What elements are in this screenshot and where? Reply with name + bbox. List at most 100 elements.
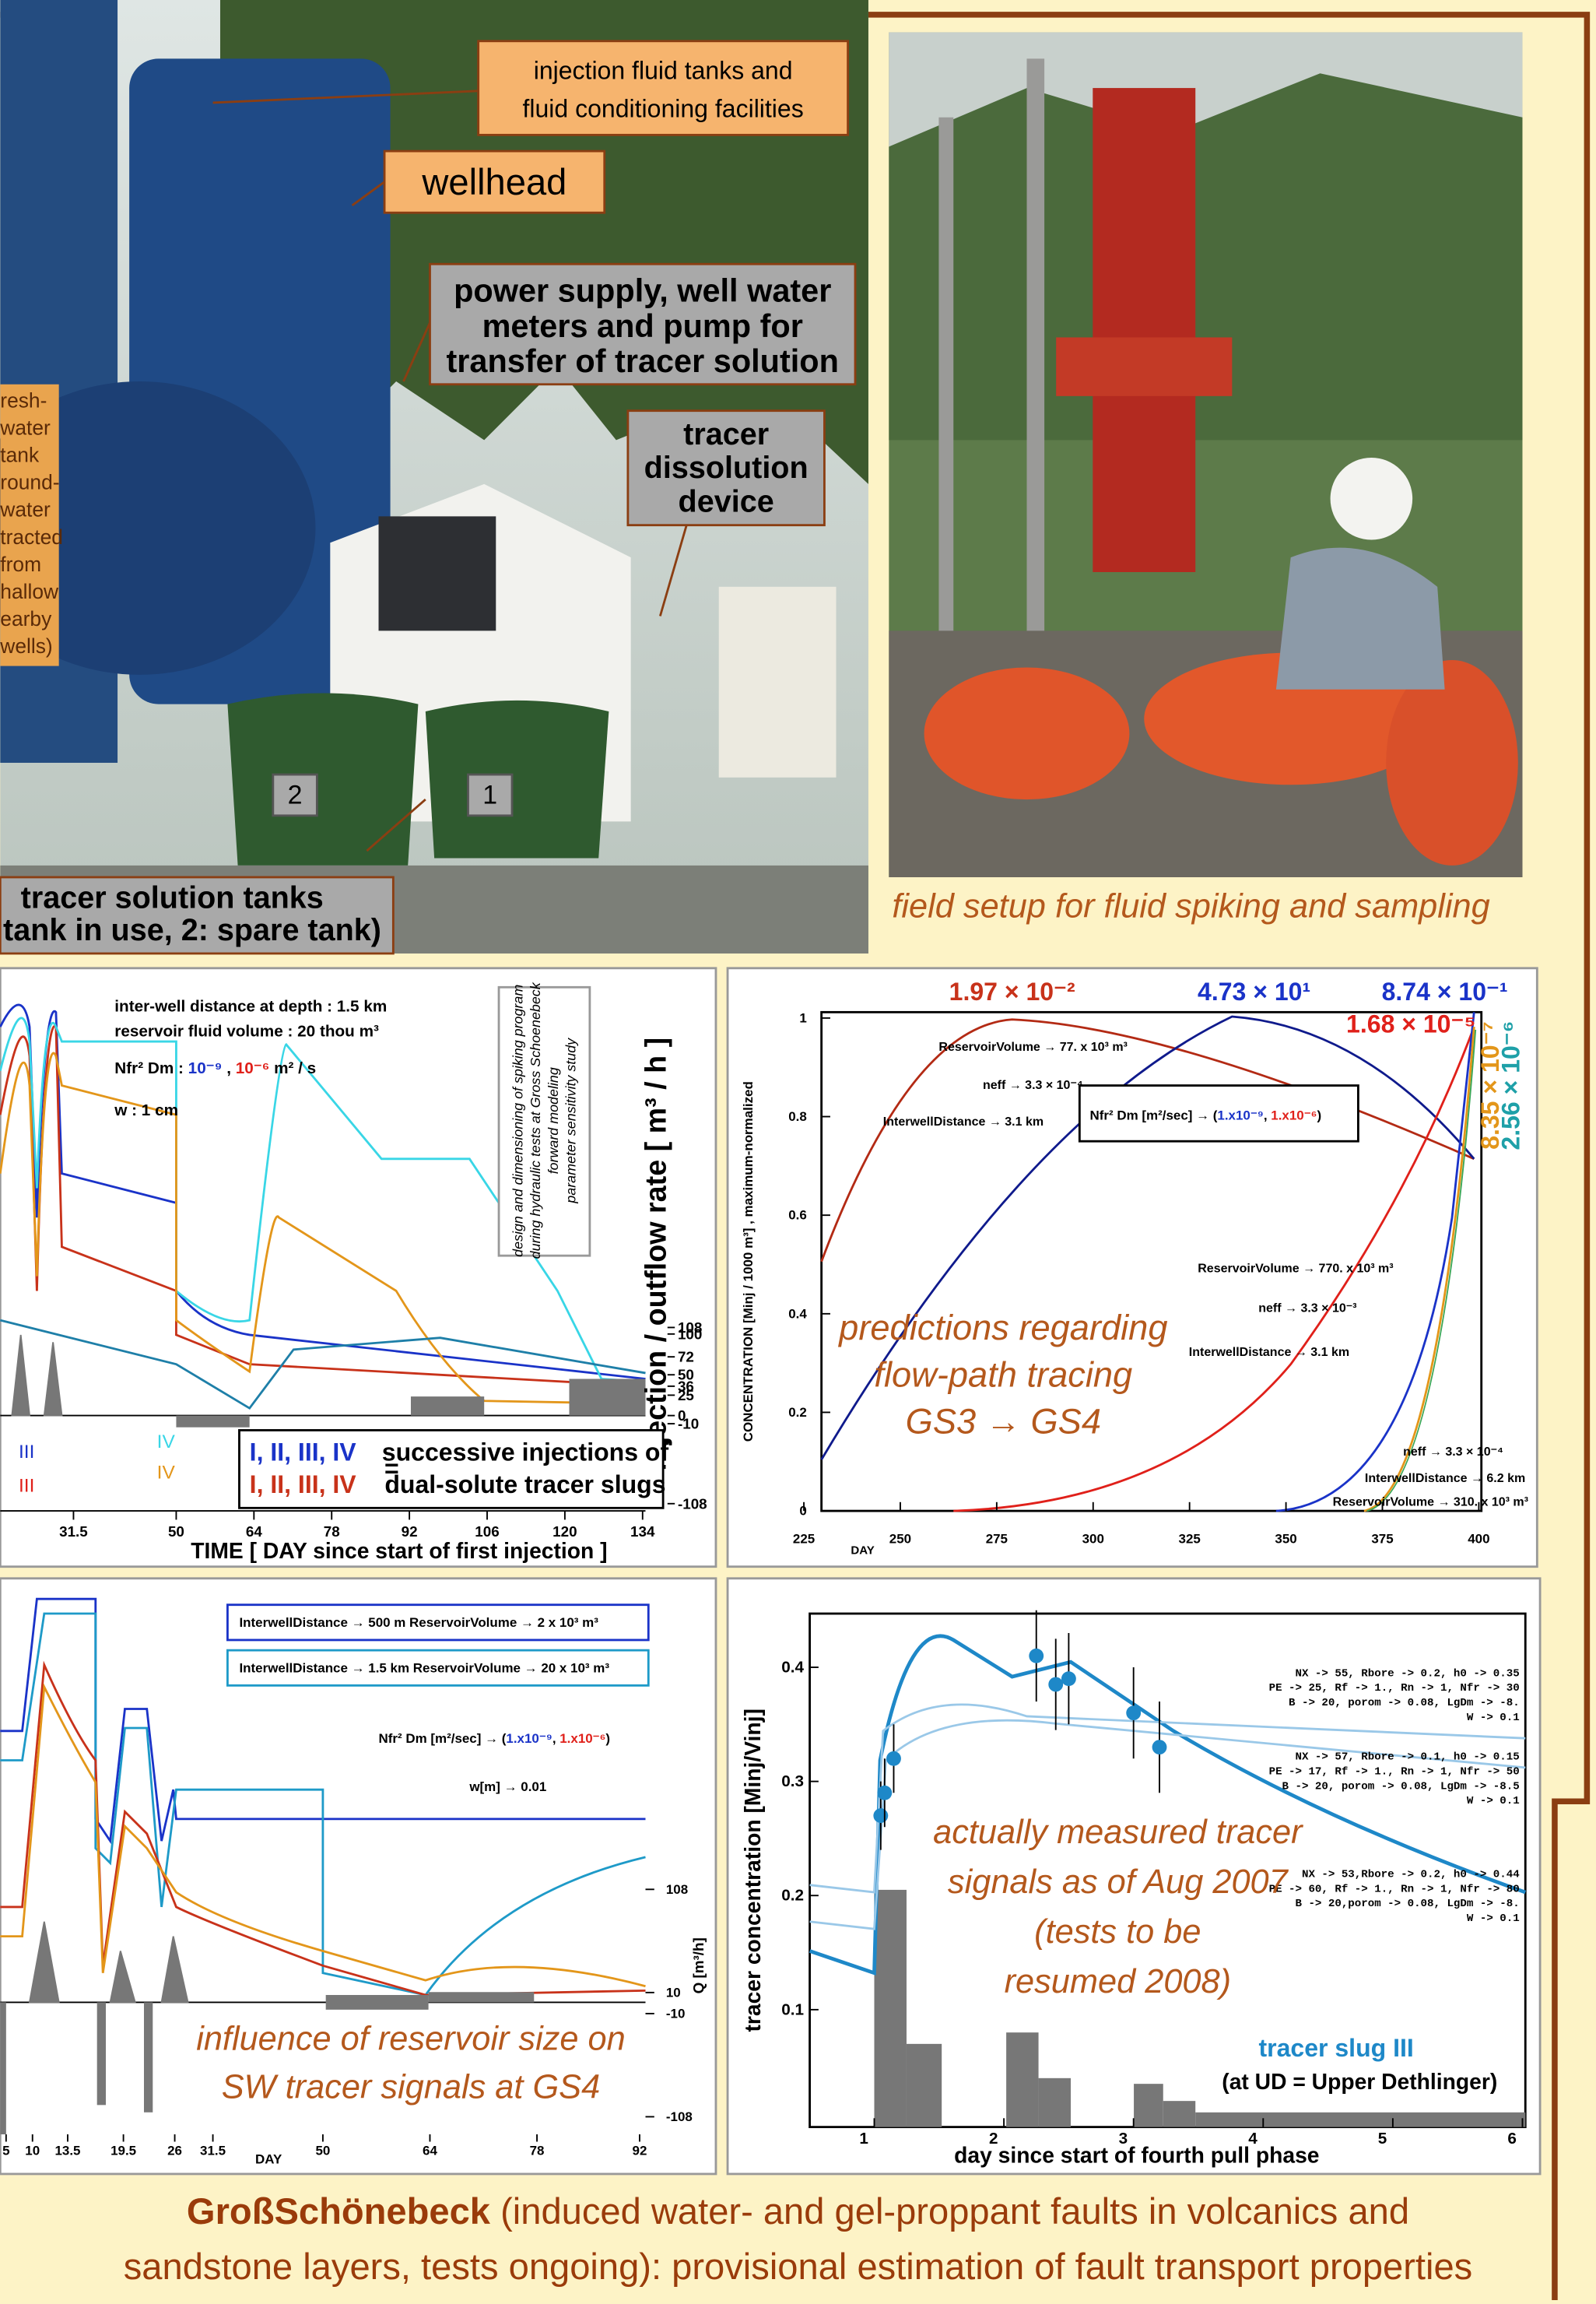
- photo-label: power supply, well water: [454, 272, 831, 309]
- tick-label: 0.3: [781, 1772, 804, 1790]
- footer-text: (induced water- and gel-proppant faults …: [490, 2190, 1409, 2232]
- injection-bar: [97, 2002, 106, 2105]
- photo-label: water: [0, 416, 51, 440]
- diffusion-part: 10⁻⁹: [188, 1059, 223, 1076]
- annotation: ReservoirVolume → 310. x 10³ m³: [1333, 1495, 1528, 1508]
- tick-label: 1: [799, 1010, 806, 1025]
- injection-bar: [176, 1416, 249, 1428]
- tick-label: 26: [167, 2143, 182, 2158]
- tick-label: 0.4: [781, 1658, 804, 1676]
- tick-label: 25: [678, 1387, 694, 1403]
- photo-label: tank: [0, 444, 40, 467]
- data-point: [1061, 1671, 1076, 1686]
- param-text: PE -> 60, Rf -> 1., Rn -> 1, Nfr -> 80: [1269, 1883, 1520, 1895]
- note-line: during hydraulic tests at Gross Schoeneb…: [528, 982, 543, 1259]
- note-line: parameter sensitivity study: [563, 1038, 578, 1204]
- injection-bar: [411, 1396, 484, 1415]
- tick-label: -108: [678, 1495, 707, 1512]
- tick-label: 64: [423, 2143, 437, 2158]
- tick-label: 6: [1507, 2130, 1517, 2148]
- tick-label: 72: [678, 1349, 694, 1365]
- annotation: neff → 3.3 × 10⁻³: [1258, 1302, 1356, 1315]
- footer-title: GroßSchönebeck: [187, 2190, 491, 2232]
- legend-text: InterwellDistance → 1.5 km ReservoirVolu…: [239, 1660, 609, 1675]
- tick-label: 1: [859, 2130, 868, 2148]
- formula-part: ): [605, 1731, 610, 1746]
- photo-label: tank in use, 2: spare tank): [3, 913, 381, 947]
- formula-part: Nfr² Dm [m²/sec] → (: [1090, 1108, 1218, 1122]
- tick-label: 0.6: [788, 1208, 807, 1223]
- axis-label: DAY: [851, 1544, 874, 1557]
- curve-label: 1.97 × 10⁻²: [949, 978, 1075, 1006]
- annotation: neff → 3.3 × 10⁻⁴: [983, 1079, 1083, 1092]
- tank-number: 2: [288, 780, 303, 810]
- injection-bar: [429, 1992, 535, 2002]
- annotation: neff → 3.3 × 10⁻⁴: [1403, 1445, 1503, 1459]
- tick-label: 92: [402, 1523, 418, 1540]
- photo-label: injection fluid tanks and: [534, 56, 793, 84]
- annotation: InterwellDistance → 3.1 km: [883, 1115, 1044, 1129]
- data-point: [873, 1808, 888, 1823]
- injection-bar: [570, 1379, 646, 1415]
- photo-label: meters and pump for: [482, 307, 803, 344]
- photo-label: dissolution: [644, 451, 809, 485]
- overlay-text: actually measured tracer: [933, 1814, 1303, 1851]
- tick-label: 400: [1468, 1531, 1489, 1546]
- photo-label: wellhead: [421, 161, 566, 202]
- tick-label: 325: [1179, 1531, 1201, 1546]
- tick-label: 350: [1275, 1531, 1296, 1546]
- tick-label: 64: [246, 1523, 262, 1540]
- annotation: ReservoirVolume → 770. x 10³ m³: [1198, 1263, 1393, 1276]
- photo-label: hallow: [0, 580, 59, 603]
- param-text: PE -> 17, Rf -> 1., Rn -> 1, Nfr -> 50: [1269, 1766, 1520, 1779]
- photo-label: from: [0, 553, 41, 576]
- formula-part: ): [1317, 1108, 1321, 1122]
- injection-bar: [144, 2002, 153, 2112]
- param-text: B -> 20, porom -> 0.08, LgDm -> -8.5: [1282, 1780, 1520, 1793]
- photo-label: resh-: [0, 388, 47, 412]
- overlay-text: (tests to be: [1034, 1913, 1201, 1951]
- injection-bar: [0, 2002, 6, 2134]
- overlay-text: signals as of Aug 2007: [948, 1863, 1289, 1901]
- legend-text: successive injections of: [382, 1438, 669, 1466]
- overlay-text: predictions regarding: [837, 1308, 1167, 1347]
- curve-label: 1.68 × 10⁻⁵: [1346, 1010, 1475, 1038]
- tick-label: 106: [475, 1523, 499, 1540]
- formula: Nfr² Dm [m²/sec] → (1.x10⁻⁹, 1.x10⁻⁶): [1090, 1108, 1322, 1122]
- legend-numerals: I, II, III, IV: [250, 1470, 357, 1498]
- formula-part: Nfr² Dm [m²/sec] → (: [379, 1731, 507, 1746]
- overlay-text: influence of reservoir size on: [196, 2021, 626, 2058]
- tracer-slug-bar: [1039, 2078, 1071, 2127]
- tick-label: 0.2: [788, 1405, 807, 1420]
- tick-label: 10: [666, 1985, 681, 2000]
- photo-label: transfer of tracer solution: [447, 342, 839, 379]
- tick-label: 100: [678, 1326, 702, 1342]
- tick-label: 0.4: [788, 1306, 807, 1321]
- tracer-slug-bar: [1195, 2113, 1525, 2127]
- axis-label: tracer concentration [Minj/Vinj]: [740, 1709, 765, 2032]
- tick-label: -108: [666, 2109, 693, 2124]
- footer-line: GroßSchönebeck (induced water- and gel-p…: [187, 2190, 1409, 2232]
- axis-label: Q [m³/h]: [690, 1937, 707, 1993]
- diffusion-part: m² / s: [269, 1059, 316, 1076]
- tick-label: 108: [666, 1882, 688, 1897]
- data-point: [877, 1786, 892, 1800]
- axis-label: TIME [ DAY since start of first injectio…: [191, 1538, 607, 1563]
- tracer-slug-bar: [874, 1890, 906, 2127]
- note-line: forward modeling: [545, 1067, 561, 1174]
- note-line: design and dimensioning of spiking progr…: [510, 985, 526, 1257]
- annotation: ReservoirVolume → 77. x 10³ m³: [938, 1041, 1127, 1054]
- axis-label: injection / outflow rate [ m³ / h ]: [640, 1038, 672, 1471]
- tick-label: 120: [552, 1523, 577, 1540]
- tick-label: 78: [530, 2143, 545, 2158]
- overlay-text: resumed 2008): [1005, 1963, 1231, 2000]
- photo-caption: field setup for fluid spiking and sampli…: [892, 888, 1489, 925]
- data-point: [1126, 1705, 1141, 1720]
- annotation: InterwellDistance → 3.1 km: [1189, 1346, 1349, 1359]
- photo-label: fluid conditioning facilities: [522, 94, 803, 122]
- tick-label: 5: [1378, 2130, 1387, 2148]
- tick-label: 375: [1371, 1531, 1393, 1546]
- diffusion-part: 10⁻⁶: [236, 1059, 270, 1076]
- footer-line: sandstone layers, tests ongoing): provis…: [124, 2246, 1473, 2287]
- param-text: B -> 20,porom -> 0.08, LgDm -> -8.: [1296, 1898, 1520, 1910]
